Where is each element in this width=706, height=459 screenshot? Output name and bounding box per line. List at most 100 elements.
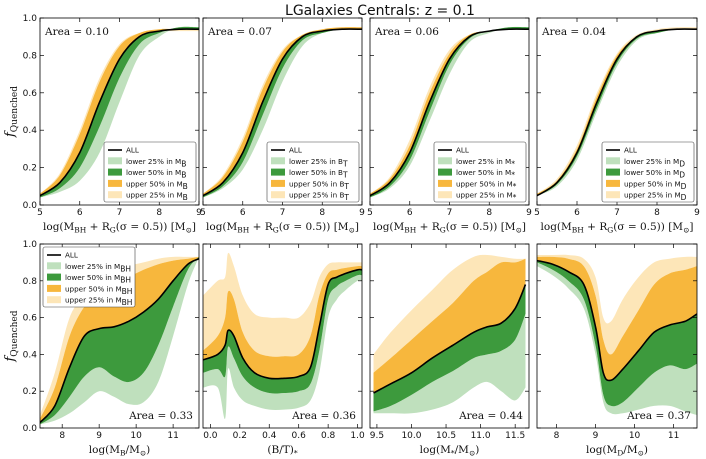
legend-swatch bbox=[438, 157, 452, 165]
y-tick-label: 0.2 bbox=[23, 164, 37, 174]
x-tick-label: 8 bbox=[59, 431, 65, 441]
band-lower-25 bbox=[203, 274, 362, 420]
x-tick-label: 7 bbox=[280, 208, 286, 218]
legend-entry: upper 25% in M*​ bbox=[456, 191, 517, 203]
area-label: Area = 0.04 bbox=[541, 26, 606, 38]
x-tick-label: 8 bbox=[486, 208, 492, 218]
x-tick-label: 8 bbox=[554, 431, 560, 441]
x-tick-label: 10 bbox=[130, 431, 142, 441]
x-tick-label: 6 bbox=[240, 208, 246, 218]
subplot-5: 8 9 10 11 0.0 0.2 0.4 0.6 0.8 1.0 log(MB​/M⊙​) fQue… bbox=[3, 240, 200, 458]
band-lower-50 bbox=[537, 260, 697, 407]
legend-swatch bbox=[271, 191, 285, 199]
y-tick-label: 0.0 bbox=[23, 201, 38, 211]
x-tick-label: 7 bbox=[117, 208, 123, 218]
x-axis-label: (B/T)*​ bbox=[267, 444, 297, 458]
y-axis-label: fQuenched bbox=[3, 310, 20, 362]
legend-entry: upper 25% in MBH​ bbox=[65, 296, 132, 308]
plot-area bbox=[537, 254, 697, 416]
legend-entry: upper 25% in BT​ bbox=[289, 191, 349, 203]
band-upper-25 bbox=[373, 254, 526, 373]
y-tick-label: 0.8 bbox=[23, 51, 38, 61]
band-lower-50 bbox=[40, 26, 199, 198]
y-tick-label: 1.0 bbox=[23, 14, 38, 24]
x-tick-label: 9 bbox=[96, 431, 102, 441]
plot-area bbox=[203, 252, 362, 420]
x-tick-label: 11.0 bbox=[471, 431, 491, 441]
area-label: Area = 0.07 bbox=[207, 26, 272, 38]
x-axis-label: log(MD​/M⊙​) bbox=[586, 444, 648, 458]
band-lower-25 bbox=[373, 313, 526, 414]
x-axis-label: log(MBH​ + RG​(σ = 0.5)) [M⊙​] bbox=[206, 221, 359, 235]
band-lower-50 bbox=[370, 27, 529, 198]
y-tick-label: 0.2 bbox=[23, 387, 37, 397]
band-upper-50 bbox=[373, 258, 526, 393]
subplot-7: 9.5 10.0 10.5 11.0 11.5 log(M*​/M⊙​) Area = 0.… bbox=[369, 243, 530, 458]
legend-entry: upper 50% in M*​ bbox=[456, 179, 517, 191]
legend-entry: upper 25% in MB​ bbox=[126, 191, 188, 203]
y-tick-label: 0.0 bbox=[23, 424, 38, 434]
legend-entry: lower 25% in MBH​ bbox=[65, 262, 131, 274]
area-label: Area = 0.44 bbox=[458, 410, 523, 422]
line-all bbox=[40, 28, 199, 197]
x-axis-label: log(M*​/M⊙​) bbox=[420, 444, 480, 458]
x-tick-label: 9.5 bbox=[370, 431, 384, 441]
y-tick-label: 0.4 bbox=[23, 350, 38, 360]
legend-entry: lower 50% in M*​ bbox=[456, 168, 515, 180]
x-axis-label: log(MBH​ + RG​(σ = 0.5)) [M⊙​] bbox=[373, 221, 526, 235]
y-tick-label: 0.4 bbox=[23, 126, 38, 136]
y-axis-label: fQuenched bbox=[3, 86, 20, 138]
x-tick-label: 8 bbox=[654, 208, 660, 218]
plot-area bbox=[40, 26, 199, 198]
x-axis-label: log(MB​/M⊙​) bbox=[89, 444, 150, 458]
x-tick-label: 10.5 bbox=[436, 431, 456, 441]
legend-swatch bbox=[271, 168, 285, 176]
axes-frame bbox=[369, 243, 530, 429]
y-tick-label: 0.8 bbox=[23, 277, 38, 287]
legend-swatch bbox=[47, 296, 61, 304]
legend-entry: lower 25% in MB​ bbox=[126, 157, 186, 169]
x-tick-label: 9 bbox=[694, 208, 700, 218]
x-tick-label: 5 bbox=[37, 208, 43, 218]
x-tick-label: 6 bbox=[574, 208, 580, 218]
line-all bbox=[373, 284, 527, 394]
legend-swatch bbox=[47, 262, 61, 270]
legend-entry: ALL bbox=[126, 146, 139, 155]
x-tick-label: 5 bbox=[200, 208, 206, 218]
x-tick-label: 8 bbox=[156, 208, 162, 218]
x-tick-label: 10.0 bbox=[401, 431, 421, 441]
y-tick-label: 1.0 bbox=[23, 240, 38, 250]
x-tick-label: 1.0 bbox=[350, 431, 365, 441]
legend-entry: ALL bbox=[456, 146, 469, 155]
x-tick-label: 5 bbox=[367, 208, 373, 218]
x-tick-label: 8 bbox=[319, 208, 325, 218]
plot-area bbox=[370, 26, 529, 198]
axes-frame bbox=[202, 243, 363, 429]
legend-entry: lower 25% in MD​ bbox=[624, 157, 685, 169]
axes-frame bbox=[536, 243, 698, 429]
legend-entry: upper 50% in MBH​ bbox=[65, 284, 132, 296]
subplot-8: 8 9 10 11 log(MD​/M⊙​) Area = 0.37 bbox=[536, 243, 698, 458]
legend-entry: upper 50% in MB​ bbox=[126, 179, 188, 191]
area-label: Area = 0.33 bbox=[128, 410, 193, 422]
band-lower-25 bbox=[40, 256, 199, 425]
band-upper-50 bbox=[537, 256, 697, 381]
plot-area bbox=[203, 27, 362, 198]
x-axis-label: log(MBH​ + RG​(σ = 0.5)) [M⊙​] bbox=[43, 221, 196, 235]
legend-swatch bbox=[438, 179, 452, 187]
x-tick-label: 6 bbox=[407, 208, 413, 218]
x-tick-label: 9 bbox=[526, 208, 532, 218]
legend-swatch bbox=[606, 168, 620, 176]
line-all bbox=[40, 257, 199, 424]
subplot-grid: 5 6 7 8 9 0.0 0.2 0.4 0.6 0.8 1.0 log(MBH​ + RG​(σ … bbox=[3, 14, 700, 458]
band-upper-25 bbox=[203, 252, 362, 357]
band-lower-50 bbox=[203, 28, 362, 198]
legend-entry: lower 50% in BT​ bbox=[289, 168, 348, 180]
x-tick-label: 11 bbox=[167, 431, 178, 441]
subplot-1: 5 6 7 8 9 0.0 0.2 0.4 0.6 0.8 1.0 log(MBH​ + RG​(σ … bbox=[3, 14, 202, 235]
legend-entry: ALL bbox=[289, 146, 302, 155]
